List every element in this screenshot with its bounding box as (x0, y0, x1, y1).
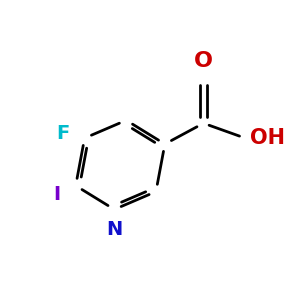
Text: N: N (106, 220, 122, 239)
Text: O: O (194, 51, 213, 71)
Text: I: I (54, 185, 61, 204)
Text: F: F (56, 124, 70, 143)
Text: OH: OH (250, 128, 285, 148)
